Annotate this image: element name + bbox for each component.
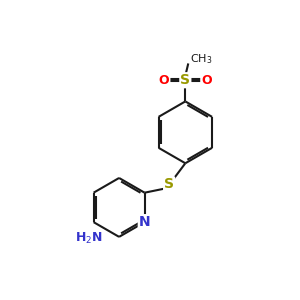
Text: H$_2$N: H$_2$N [75, 231, 103, 246]
Text: O: O [201, 74, 212, 87]
Text: O: O [159, 74, 170, 87]
Text: S: S [180, 73, 190, 87]
Text: N: N [139, 215, 150, 229]
Text: CH$_3$: CH$_3$ [190, 52, 212, 66]
Text: S: S [164, 177, 174, 191]
